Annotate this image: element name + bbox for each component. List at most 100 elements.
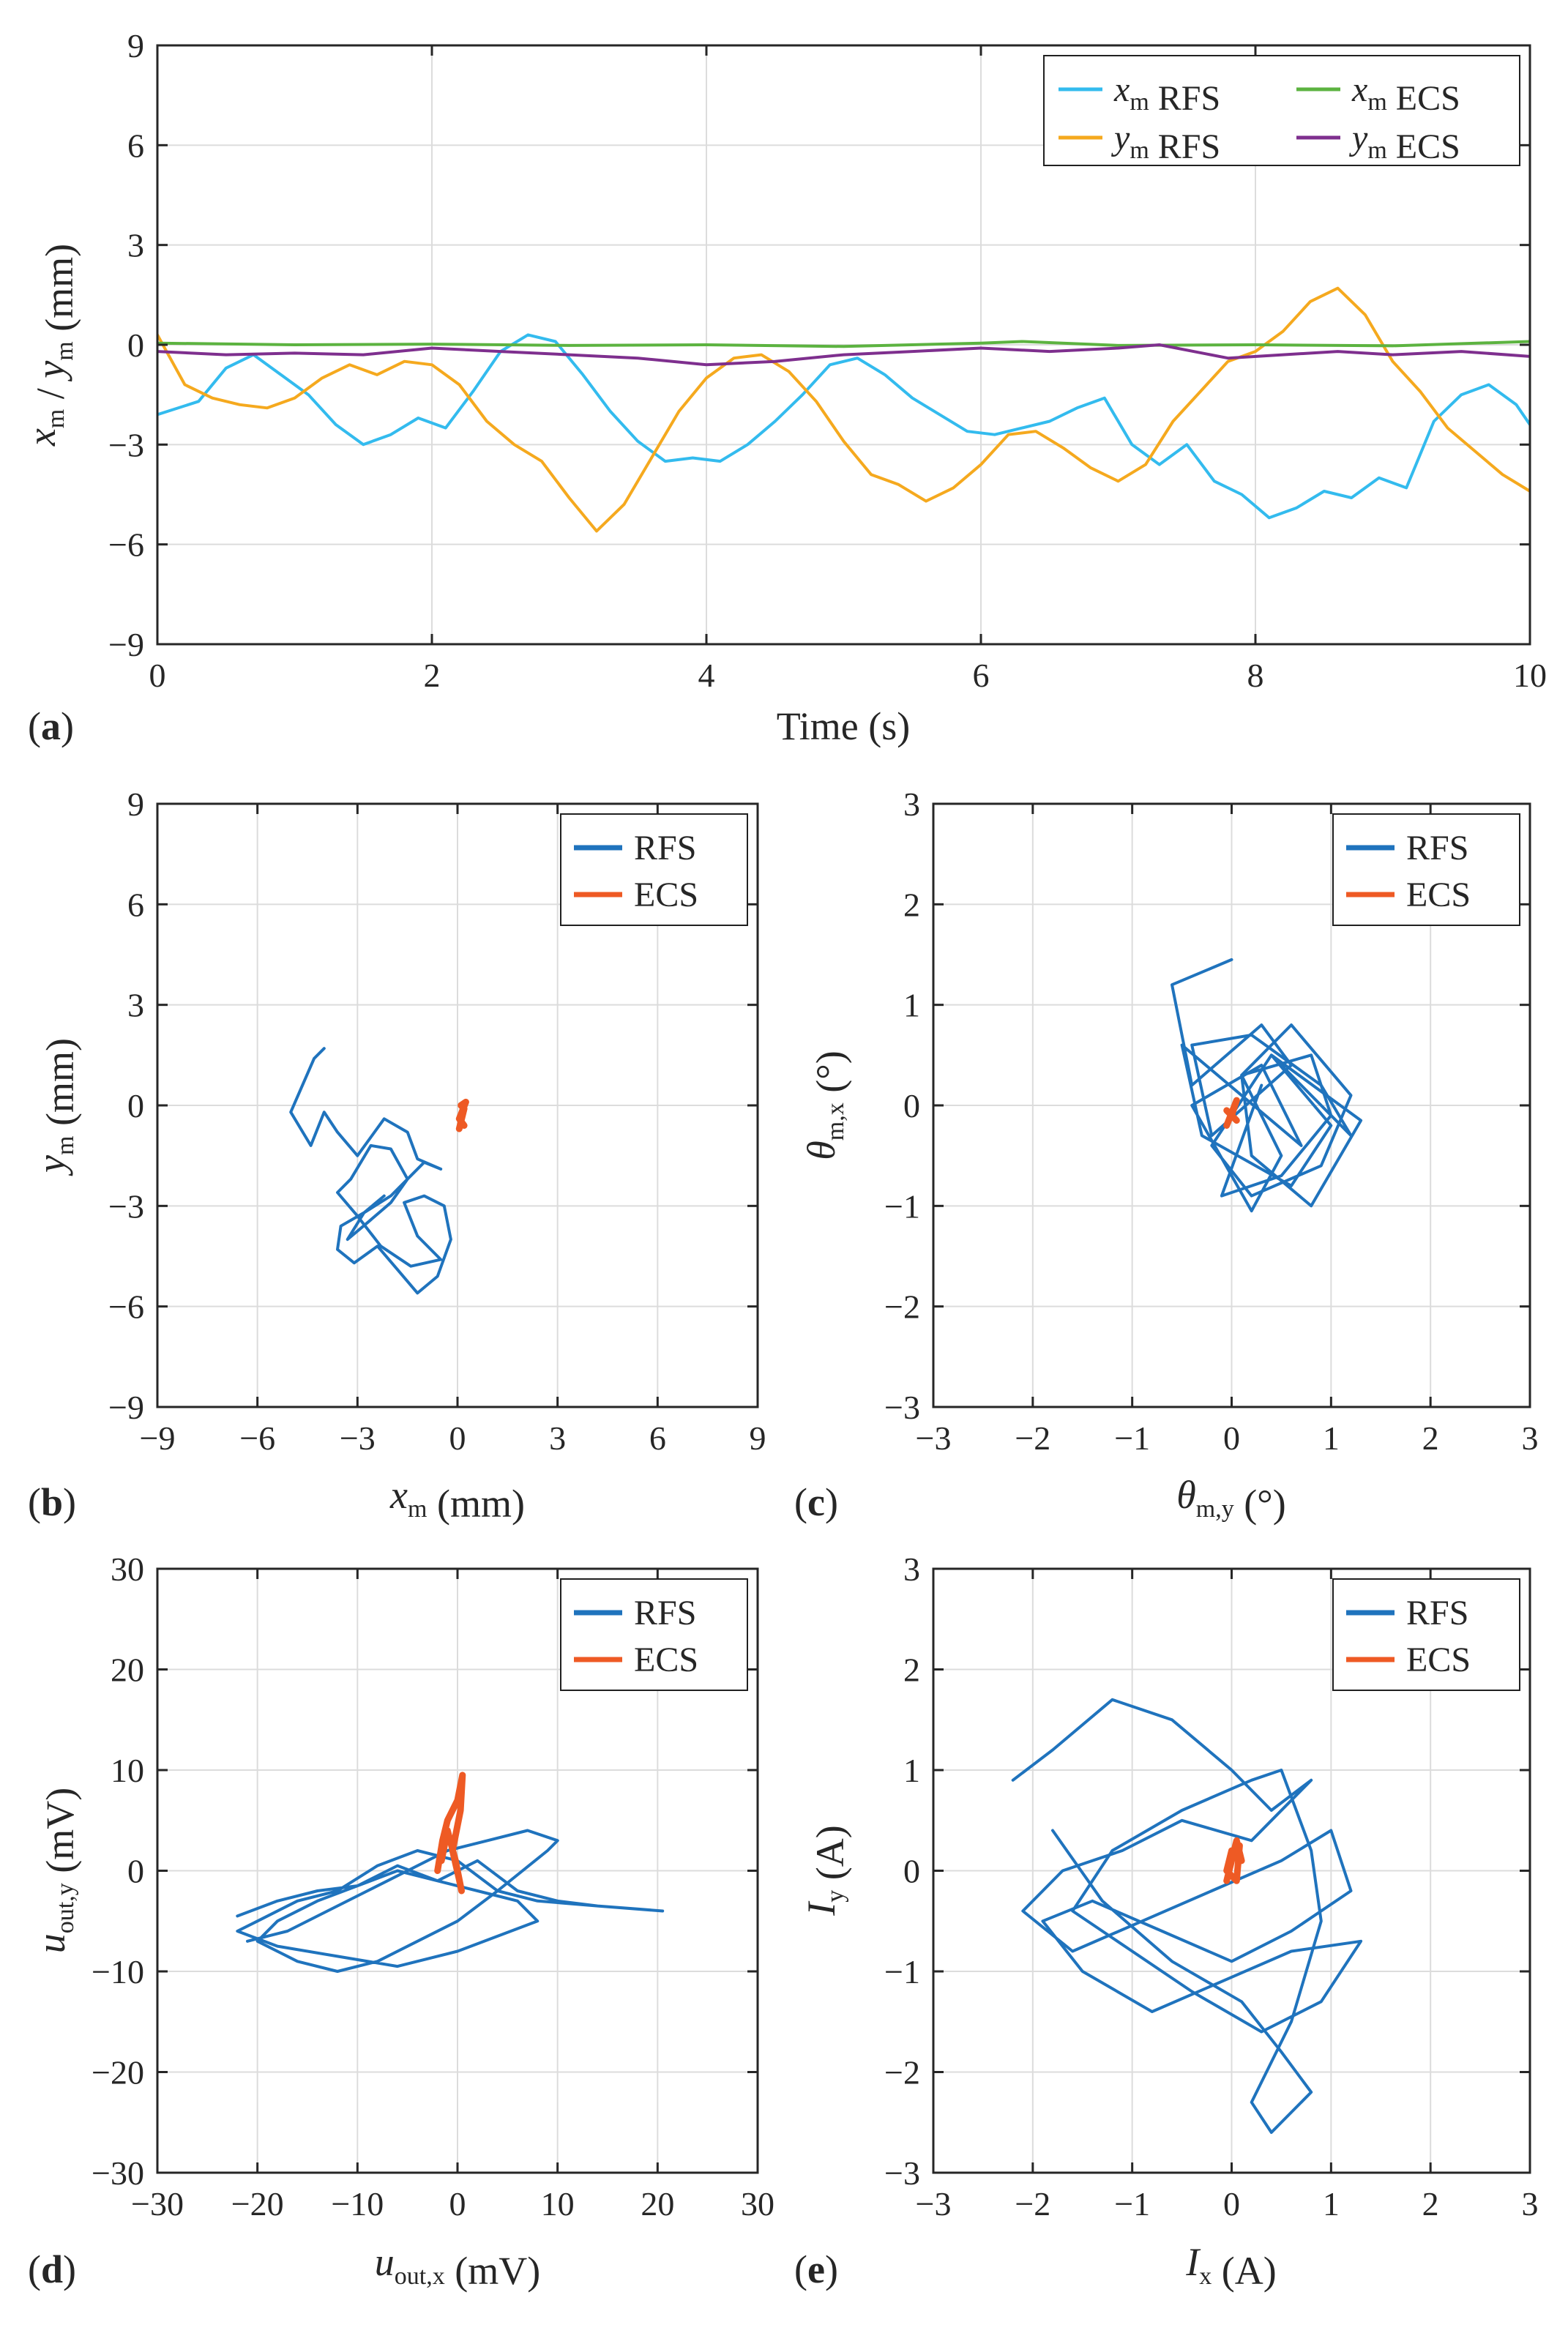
series-group xyxy=(157,286,1530,533)
x-tick-label: 4 xyxy=(698,657,715,694)
series-line-x-m-ecs xyxy=(157,340,1530,348)
y-tick-label: −3 xyxy=(108,426,144,463)
y-axis-label: θm,x (°) xyxy=(799,1050,852,1160)
x-tick-label: −20 xyxy=(231,2185,284,2222)
x-tick-label: −6 xyxy=(239,1419,275,1457)
x-tick-label: 0 xyxy=(149,657,166,694)
legend-box xyxy=(1332,1578,1520,1691)
panel-b: −9 −6 −3 0 3 6 9 −9 −6 −3 0 3 6 9 xm (mm) ym (mm) (b) RFS… xyxy=(28,785,766,1526)
y-axis-label: uout,y (mV) xyxy=(29,1788,82,1953)
x-tick-label: 10 xyxy=(1513,657,1547,694)
panel-e: −3 −2 −1 0 1 2 3 −3 −2 −1 0 1 2 3 Ix (A) Iy (A) (e) RFS EC… xyxy=(794,1550,1539,2293)
x-tick-label: −2 xyxy=(1015,2185,1050,2222)
series-line-ecs xyxy=(1223,1097,1240,1129)
legend-box xyxy=(1043,55,1520,166)
y-tick-label: −30 xyxy=(92,2154,144,2192)
series-line-rfs xyxy=(1011,1698,1363,2134)
legend-entry: RFS xyxy=(1406,1594,1468,1632)
x-tick-label: 2 xyxy=(1422,2185,1439,2222)
panel-label: (b) xyxy=(28,1480,76,1524)
x-tick-label: 1 xyxy=(1323,2185,1340,2222)
series-group xyxy=(1171,958,1363,1213)
legend-entry: RFS xyxy=(1406,829,1468,867)
y-axis-label: xm / ym (mm) xyxy=(20,244,81,447)
x-tick-label: 8 xyxy=(1247,657,1264,694)
legend-entry: ECS xyxy=(634,876,698,914)
y-tick-label: 2 xyxy=(903,886,920,923)
series-line-rfs xyxy=(236,1829,665,1973)
series-line-x-m-rfs xyxy=(157,333,1530,520)
y-tick-label: 10 xyxy=(111,1752,144,1789)
panel-d: −30 −20 −10 0 10 20 30 −30 −20 −10 0 10 20 30 uout,x (… xyxy=(28,1550,774,2293)
y-axis-label: ym (mm) xyxy=(29,1038,82,1176)
y-tick-label: −1 xyxy=(884,1187,920,1225)
y-axis-label: Iy (A) xyxy=(799,1825,852,1916)
y-tick-label: 9 xyxy=(127,27,144,64)
x-tick-label: −30 xyxy=(131,2185,184,2222)
legend: RFS ECS xyxy=(1332,1578,1520,1691)
x-tick-label: 3 xyxy=(1522,2185,1539,2222)
legend: RFS ECS xyxy=(1332,813,1520,926)
y-tick-label: −2 xyxy=(884,2054,920,2091)
panel-label: (d) xyxy=(28,2247,76,2291)
x-tick-label: 3 xyxy=(1522,1419,1539,1457)
series-line-ecs xyxy=(434,1772,466,1895)
panel-c: −3 −2 −1 0 1 2 3 −3 −2 −1 0 1 2 3 θm,y (°) θm,x (°) (c) R… xyxy=(794,785,1539,1526)
x-tick-label: 30 xyxy=(741,2185,774,2222)
x-tick-label: −9 xyxy=(140,1419,176,1457)
x-axis-label: xm (mm) xyxy=(389,1473,525,1526)
legend-box xyxy=(1332,813,1520,926)
y-tick-label: 1 xyxy=(903,987,920,1024)
series-group xyxy=(236,1772,665,1973)
panel-label: (e) xyxy=(794,2247,838,2291)
x-tick-label: −10 xyxy=(331,2185,384,2222)
y-tick-label: 9 xyxy=(127,785,144,823)
y-tick-label: 6 xyxy=(127,127,144,164)
x-tick-label: 9 xyxy=(750,1419,766,1457)
legend-box xyxy=(560,813,748,926)
y-tick-label: 3 xyxy=(903,785,920,823)
x-axis-label: Ix (A) xyxy=(1185,2240,1276,2293)
x-tick-label: 1 xyxy=(1323,1419,1340,1457)
legend: xm RFS xm ECS ym RFS ym ECS xyxy=(1043,55,1520,166)
series-line-y-m-rfs xyxy=(157,286,1530,533)
legend: RFS ECS xyxy=(560,813,748,926)
series-group xyxy=(289,1047,469,1295)
x-tick-label: 2 xyxy=(424,657,441,694)
x-tick-label: −3 xyxy=(340,1419,376,1457)
x-tick-label: −1 xyxy=(1114,1419,1150,1457)
y-tick-label: −10 xyxy=(92,1953,144,1990)
y-tick-label: 0 xyxy=(127,1853,144,1890)
series-line-ecs xyxy=(1223,1837,1245,1884)
x-tick-label: 0 xyxy=(449,1419,466,1457)
legend-box xyxy=(560,1578,748,1691)
legend-entry: xm RFS xyxy=(1113,70,1220,118)
x-axis-label: θm,y (°) xyxy=(1176,1473,1286,1526)
y-tick-label: −9 xyxy=(108,626,144,663)
legend-entry: ECS xyxy=(1406,1641,1471,1679)
x-tick-label: 0 xyxy=(1223,1419,1240,1457)
y-tick-label: 0 xyxy=(903,1087,920,1124)
legend-entry: xm ECS xyxy=(1351,70,1460,118)
x-tick-label: −2 xyxy=(1015,1419,1050,1457)
x-tick-label: 6 xyxy=(649,1419,666,1457)
y-tick-label: −9 xyxy=(108,1389,144,1426)
x-axis-label: Time (s) xyxy=(777,704,911,748)
x-tick-label: 10 xyxy=(541,2185,575,2222)
legend-entry: ym ECS xyxy=(1348,119,1460,166)
y-tick-label: 1 xyxy=(903,1752,920,1789)
x-tick-label: −1 xyxy=(1114,2185,1150,2222)
y-tick-label: −1 xyxy=(884,1953,920,1990)
series-line-rfs xyxy=(289,1047,452,1295)
x-tick-label: 6 xyxy=(973,657,990,694)
series-line-y-m-ecs xyxy=(157,343,1530,367)
x-tick-label: −3 xyxy=(916,1419,952,1457)
legend-entry: ECS xyxy=(634,1641,698,1679)
y-tick-label: 3 xyxy=(127,227,144,264)
y-tick-label: −20 xyxy=(92,2054,144,2091)
panel-a: 0 2 4 6 8 10 −9 −6 −3 0 3 6 9 Time (s) xm / ym (mm) (a)… xyxy=(20,27,1547,748)
y-tick-label: 6 xyxy=(127,886,144,923)
y-tick-label: −3 xyxy=(108,1187,144,1225)
legend-entry: RFS xyxy=(634,1594,696,1632)
